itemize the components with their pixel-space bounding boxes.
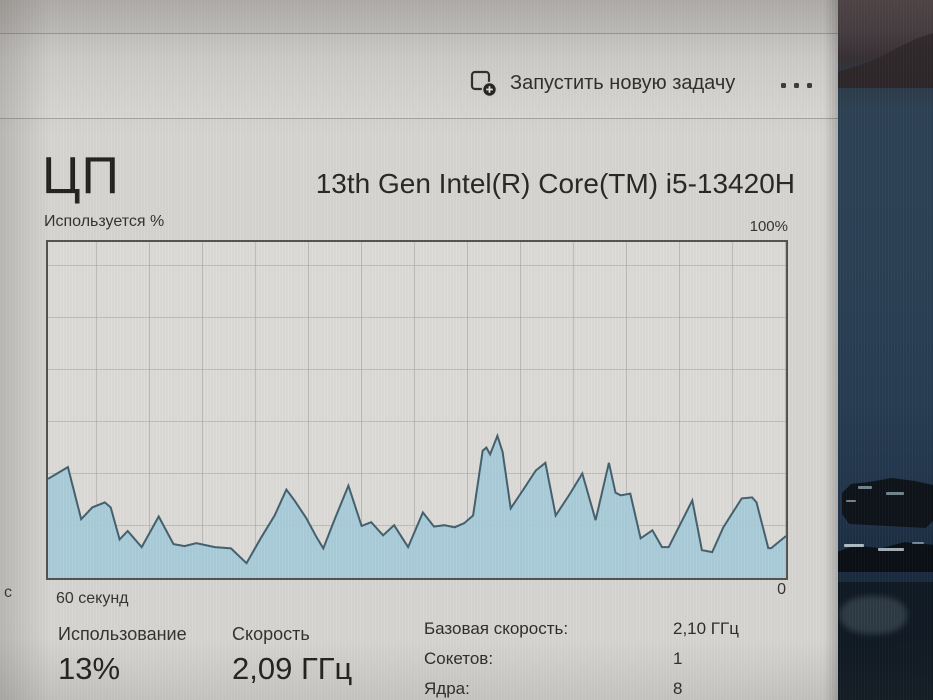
toolbar-top-divider xyxy=(0,33,838,34)
detail-value-cores: 8 xyxy=(673,679,683,698)
usage-stat-label: Использование xyxy=(58,624,187,644)
wallpaper-boat xyxy=(842,478,933,528)
cpu-model-name: 13th Gen Intel(R) Core(TM) i5-13420H xyxy=(315,168,795,199)
desktop-wallpaper xyxy=(838,0,933,700)
detail-label-cores: Ядра: xyxy=(424,679,470,698)
wallpaper-boat xyxy=(838,542,933,572)
water-glint xyxy=(912,542,924,544)
cpu-usage-chart[interactable] xyxy=(46,240,788,580)
wallpaper-mountain xyxy=(838,33,933,88)
water-glint xyxy=(886,492,904,495)
clipped-edge-text: с xyxy=(4,584,12,601)
cpu-details-list: Базовая скорость: 2,10 ГГц Сокетов: 1 Яд… xyxy=(424,619,784,699)
speed-stat-label: Скорость xyxy=(232,624,310,644)
chart-x-axis-left-label: 60 секунд xyxy=(56,590,129,607)
page-title: ЦП xyxy=(42,147,120,205)
toolbar-bottom-divider xyxy=(0,118,838,119)
water-glint xyxy=(846,500,856,502)
task-manager-cpu-page: Запустить новую задачу ЦП 13th Gen Intel… xyxy=(0,33,838,699)
speed-stat-value: 2,09 ГГц xyxy=(232,651,353,686)
usage-stat: Использование 13% xyxy=(58,624,187,687)
speed-stat: Скорость 2,09 ГГц xyxy=(232,624,352,687)
usage-stat-value: 13% xyxy=(58,651,121,686)
water-glint xyxy=(858,486,872,489)
ellipsis-icon xyxy=(794,82,799,88)
wallpaper-shore-highlight xyxy=(840,596,907,634)
detail-value-base-speed: 2,10 ГГц xyxy=(673,619,739,638)
new-task-window-plus-icon xyxy=(470,70,497,97)
cpu-usage-area-series xyxy=(48,432,786,578)
wallpaper-shore xyxy=(838,582,933,700)
more-options-button[interactable] xyxy=(779,74,823,96)
run-new-task-button[interactable]: Запустить новую задачу xyxy=(470,62,735,104)
toolbar xyxy=(0,34,838,118)
ellipsis-icon xyxy=(781,82,786,88)
chart-y-axis-label: Используется % xyxy=(44,213,165,230)
window-edge-shadow xyxy=(824,0,838,700)
detail-label-base-speed: Базовая скорость: xyxy=(424,619,569,638)
water-glint xyxy=(844,544,864,547)
detail-value-sockets: 1 xyxy=(673,649,683,668)
water-glint xyxy=(878,548,904,551)
chart-x-axis-right-label: 0 xyxy=(777,581,786,598)
detail-label-sockets: Сокетов: xyxy=(424,649,494,668)
ellipsis-icon xyxy=(807,82,812,88)
run-new-task-label: Запустить новую задачу xyxy=(510,71,736,94)
chart-y-max-label: 100% xyxy=(749,218,788,235)
